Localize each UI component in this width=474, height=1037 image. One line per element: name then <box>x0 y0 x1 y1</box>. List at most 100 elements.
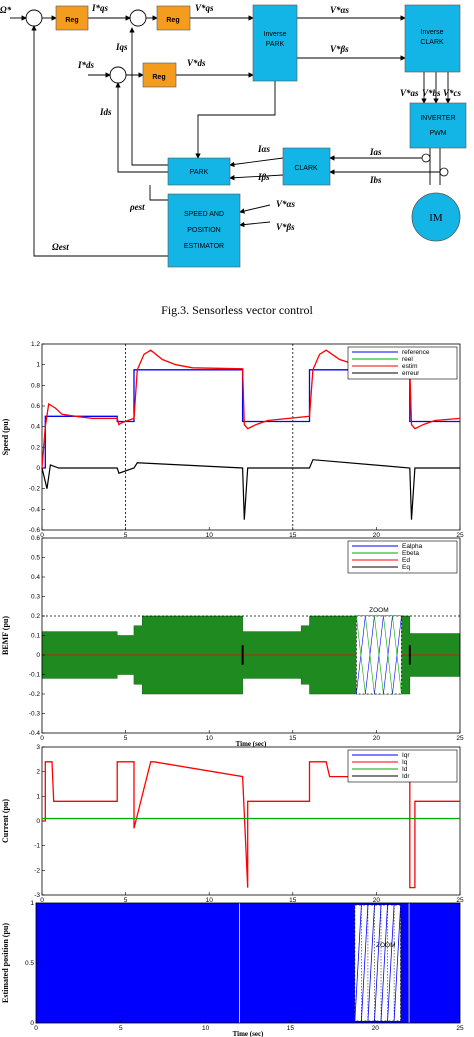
x-tick-label: 15 <box>289 735 297 742</box>
legend-label: Idr <box>402 773 410 780</box>
motor-label: IM <box>429 212 443 224</box>
y-tick-label: 3 <box>36 744 40 751</box>
y-tick-label: -0.3 <box>29 711 41 718</box>
y-tick-label: -1 <box>34 843 40 850</box>
plot-frame <box>41 343 461 531</box>
y-tick-label: 0.1 <box>31 633 40 640</box>
signal-vcs: V*cs <box>443 88 461 98</box>
x-tick-label: 5 <box>124 532 128 539</box>
bemf-chart: ZOOM 0 5 10 15 20 25 -0.4 -0.3 -0.2 -0.1 0 0.1 0.2 0.3… <box>1 535 464 748</box>
inverse-clark-label-1: Inverse <box>421 29 444 36</box>
y-tick-label: 0.3 <box>31 594 40 601</box>
y-tick-label: 0.5 <box>31 555 40 562</box>
x-tick-label: 10 <box>206 532 214 539</box>
sum-junction-id <box>109 66 127 84</box>
y-tick-label: 0 <box>36 652 40 659</box>
speed-chart: 0 5 10 15 20 25 -0.6 -0.4 -0.2 0 0.2 0.4 0.6 0.8 1 1.2 r… <box>1 341 464 539</box>
inverse-clark-label-2: CLARK <box>420 39 444 46</box>
y-axis-label: BEMF (pu) <box>1 616 10 655</box>
y-tick-label: 2 <box>36 769 40 776</box>
position-chart: ZOOM 0 5 10 15 20 25 0 0.5 1 Estimated position (p… <box>1 900 464 1037</box>
y-tick-label: 1 <box>36 362 40 369</box>
zoom-wave-b-2 <box>374 615 384 695</box>
x-tick-label: 25 <box>456 532 464 539</box>
x-tick-label: 25 <box>456 897 464 904</box>
y-tick-label: 0.8 <box>31 382 40 389</box>
signal-est-valpha: V*αs <box>276 199 295 209</box>
estimator-label-2: POSITION <box>187 227 220 234</box>
y-tick-label: -0.2 <box>29 691 41 698</box>
signal-ias: Ias <box>369 147 382 157</box>
signal-vds-ref: V*ds <box>187 58 206 68</box>
y-tick-label: 0 <box>36 465 40 472</box>
x-tick-label: 25 <box>456 1025 464 1032</box>
y-tick-label: -0.6 <box>29 527 41 534</box>
legend-label: Ealpha <box>402 543 423 550</box>
x-tick-label: 0 <box>40 735 44 742</box>
y-tick-label: 0.2 <box>31 613 40 620</box>
x-tick-label: 0 <box>34 1025 38 1032</box>
signal-omega-ref: Ω* <box>0 5 12 15</box>
legend-label: Iq <box>402 759 408 766</box>
y-axis-label: Current (pu) <box>1 799 10 843</box>
x-tick-label: 0 <box>40 897 44 904</box>
regulator-iq-label: Reg <box>166 17 179 24</box>
x-tick-label: 10 <box>206 897 214 904</box>
y-tick-label: 0.6 <box>31 403 40 410</box>
y-tick-label: 1 <box>30 900 34 907</box>
legend-label: Id <box>402 766 408 773</box>
y-tick-label: 1 <box>36 793 40 800</box>
zoom-wave-b-3 <box>383 615 393 695</box>
y-tick-label: 1.2 <box>31 341 40 348</box>
y-tick-label: 0 <box>36 818 40 825</box>
y-tick-label: -0.4 <box>29 730 41 737</box>
zoom-saw-5 <box>387 904 395 1022</box>
x-tick-label: 0 <box>40 532 44 539</box>
x-axis-label: Time (sec) <box>233 1030 264 1037</box>
zoom-wave-b-1 <box>365 615 375 695</box>
x-tick-label: 5 <box>119 1025 123 1032</box>
regulator-speed-label: Reg <box>65 17 78 24</box>
regulator-id <box>142 62 177 88</box>
signal-rho: ρest <box>129 202 145 212</box>
legend-label: reel <box>402 356 413 363</box>
estimator-label-1: SPEED AND <box>184 211 224 218</box>
signal-vbs: V*bs <box>422 88 441 98</box>
legend-label: Iqr <box>402 752 410 759</box>
signal-iqs: Iqs <box>115 42 128 52</box>
y-tick-label: 0.4 <box>31 424 40 431</box>
signal-ialpha: Iαs <box>257 144 270 154</box>
regulator-iq <box>156 5 191 31</box>
x-tick-label: 5 <box>124 897 128 904</box>
zoom-saw-6 <box>393 904 402 1022</box>
x-tick-label: 15 <box>287 1025 295 1032</box>
legend-label: erreur <box>402 370 420 377</box>
clark-label: CLARK <box>294 165 318 172</box>
signal-est-vbeta: V*βs <box>276 222 295 232</box>
y-tick-label: 0.6 <box>31 535 40 542</box>
park-block <box>167 157 231 186</box>
inverter-block <box>409 102 467 149</box>
inverse-clark-block <box>404 4 461 73</box>
x-tick-label: 20 <box>372 1025 380 1032</box>
block-diagram: Reg Reg Reg Inverse PARK Inverse CLARK I… <box>0 3 467 268</box>
y-axis-label: Speed (pu) <box>1 418 10 455</box>
signal-vqs-ref: V*qs <box>195 3 214 13</box>
zoom-saw-2 <box>367 904 375 1022</box>
x-tick-label: 5 <box>124 735 128 742</box>
y-tick-label: -0.1 <box>29 672 41 679</box>
zoom-saw-3 <box>374 904 382 1022</box>
x-tick-label: 20 <box>373 735 381 742</box>
park-label: PARK <box>190 169 209 176</box>
legend-label: Eq <box>402 564 410 571</box>
signal-ids: Ids <box>99 107 112 117</box>
signal-vbeta-ref: V*βs <box>330 44 349 54</box>
series-line-erreur <box>41 459 460 520</box>
x-tick-label: 10 <box>206 735 214 742</box>
x-tick-label: 20 <box>373 897 381 904</box>
zoom-annotation: ZOOM <box>376 942 396 949</box>
regulator-id-label: Reg <box>152 74 165 81</box>
y-tick-label: 0.2 <box>31 444 40 451</box>
signal-ibs: Ibs <box>369 175 382 185</box>
